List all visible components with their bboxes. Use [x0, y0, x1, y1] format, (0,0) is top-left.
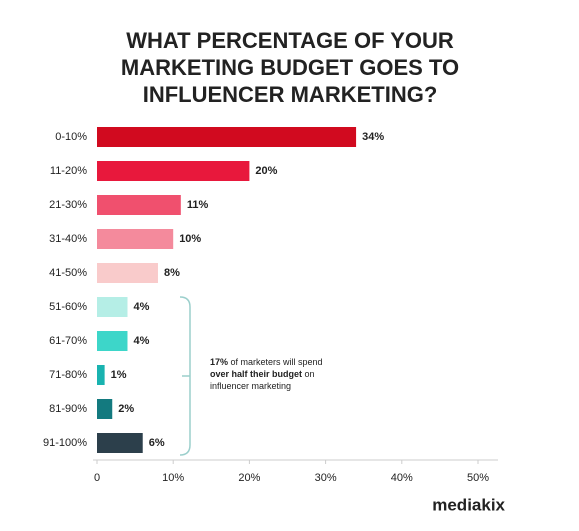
bar: [97, 297, 128, 317]
value-label: 1%: [111, 369, 127, 381]
y-tick-label: 61-70%: [49, 335, 87, 347]
annotation-part: influencer marketing: [210, 381, 291, 391]
chart-title: MARKETING BUDGET GOES TO: [121, 55, 459, 80]
annotation-part: of marketers will spend: [228, 357, 323, 367]
x-tick-label: 50%: [467, 472, 489, 484]
bar: [97, 365, 105, 385]
y-tick-label: 11-20%: [50, 165, 87, 177]
x-tick-label: 40%: [391, 472, 413, 484]
x-tick-label: 30%: [315, 472, 337, 484]
bar: [97, 127, 357, 147]
y-tick-label: 91-100%: [43, 437, 87, 449]
bar: [97, 195, 181, 215]
annotation-part: 17%: [210, 357, 228, 367]
chart-title: INFLUENCER MARKETING?: [143, 82, 438, 107]
x-tick-label: 0: [94, 472, 100, 484]
y-tick-label: 71-80%: [49, 369, 87, 381]
value-label: 11%: [187, 199, 209, 211]
y-tick-label: 0-10%: [55, 131, 87, 143]
value-label: 6%: [149, 437, 165, 449]
y-tick-label: 81-90%: [49, 403, 87, 415]
y-tick-label: 41-50%: [49, 267, 87, 279]
x-tick-label: 20%: [238, 472, 260, 484]
bracket: [179, 296, 191, 456]
annotation-part: on: [302, 369, 315, 379]
value-label: 34%: [362, 131, 384, 143]
bar: [97, 433, 143, 453]
bar: [97, 331, 128, 351]
x-tick-label: 10%: [162, 472, 184, 484]
y-tick-label: 51-60%: [49, 301, 87, 313]
value-label: 4%: [133, 335, 149, 347]
y-tick-label: 21-30%: [49, 199, 87, 211]
value-label: 10%: [179, 233, 201, 245]
value-label: 8%: [164, 267, 180, 279]
bar: [97, 399, 113, 419]
bar: [97, 229, 174, 249]
annotation-part: over half their budget: [210, 369, 302, 379]
annotation: 17% of marketers will spend over half the…: [210, 357, 323, 391]
value-label: 2%: [118, 403, 134, 415]
value-label: 20%: [255, 165, 277, 177]
logo: mediakix: [432, 495, 505, 514]
bar: [97, 263, 158, 283]
chart-title: WHAT PERCENTAGE OF YOUR: [126, 28, 454, 53]
y-tick-label: 31-40%: [49, 233, 87, 245]
bar: [97, 161, 250, 181]
value-label: 4%: [133, 301, 149, 313]
